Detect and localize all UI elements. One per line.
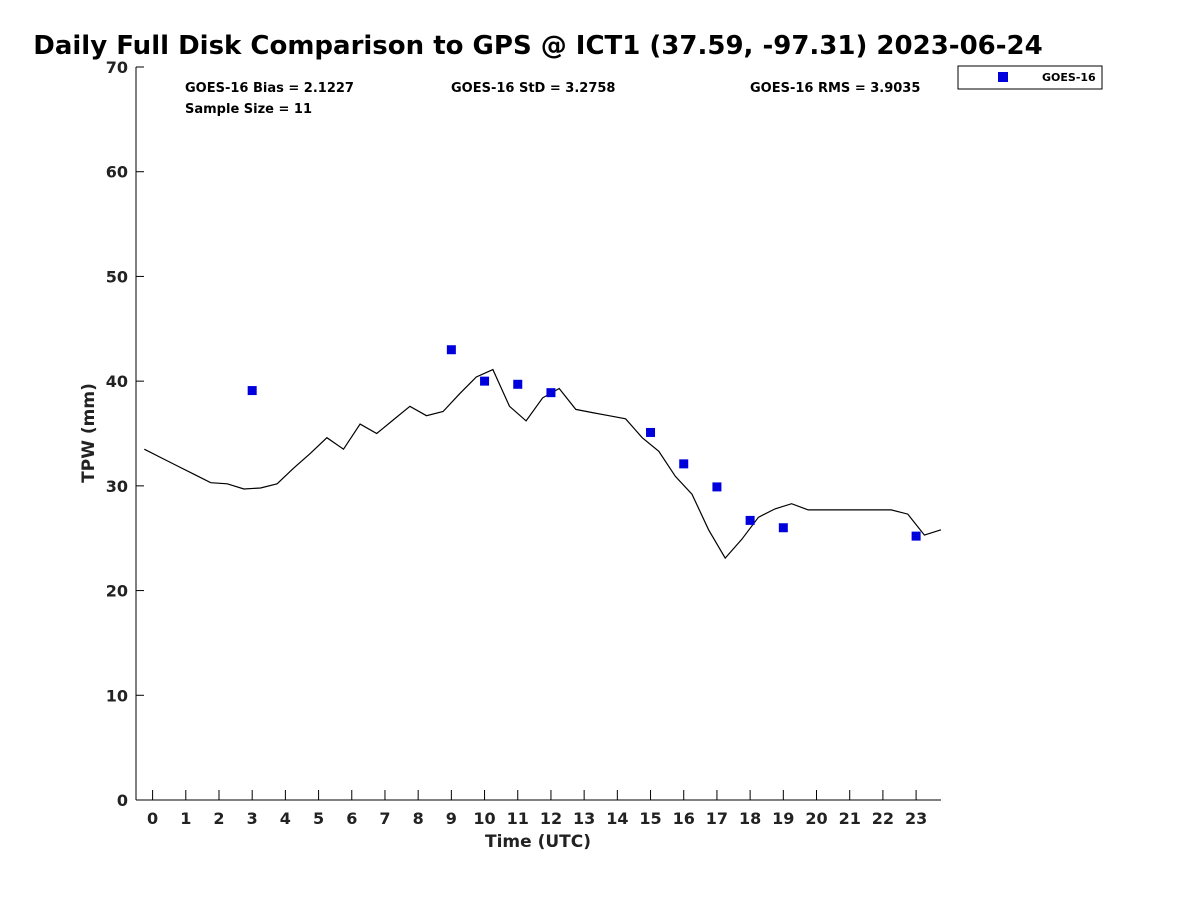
stat-bias: GOES-16 Bias = 2.1227 [185,81,354,96]
x-tick-label: 3 [247,809,258,828]
goes16-point [247,386,257,396]
x-tick-label: 12 [540,809,562,828]
y-tick-label: 20 [106,582,128,601]
stat-sample-size: Sample Size = 11 [185,102,312,117]
y-tick-label: 40 [106,372,128,391]
x-tick-label: 8 [413,809,424,828]
x-tick-label: 10 [473,809,495,828]
x-tick-label: 9 [446,809,457,828]
legend-label: GOES-16 [1042,71,1096,84]
y-axis-label: TPW (mm) [79,383,99,483]
x-tick-label: 2 [213,809,224,828]
x-tick-label: 14 [606,809,628,828]
y-tick-label: 30 [106,477,128,496]
gps-tpw-line [144,368,942,560]
y-tick-label: 60 [106,163,128,182]
x-tick-label: 0 [147,809,158,828]
x-tick-label: 4 [280,809,291,828]
x-tick-label: 20 [805,809,827,828]
goes16-point [646,427,656,437]
legend: GOES-16 [957,65,1103,90]
stat-std: GOES-16 StD = 3.2758 [451,81,615,96]
goes16-point [778,523,788,533]
x-tick-label: 15 [639,809,661,828]
y-tick-label: 50 [106,267,128,286]
x-tick-label: 16 [673,809,695,828]
x-tick-label: 7 [379,809,390,828]
x-tick-label: 19 [772,809,794,828]
x-tick-label: 5 [313,809,324,828]
x-tick-label: 6 [346,809,357,828]
gps-line-layer [144,368,942,560]
y-tick-label: 10 [106,686,128,705]
goes16-point [911,531,921,541]
goes16-points-layer [247,345,921,541]
x-tick-label: 11 [507,809,529,828]
stat-rms: GOES-16 RMS = 3.9035 [750,81,920,96]
goes16-point [513,379,523,389]
goes16-point [712,482,722,492]
x-tick-label: 13 [573,809,595,828]
x-tick-label: 23 [905,809,927,828]
x-tick-label: 1 [180,809,191,828]
y-tick-label: 70 [106,58,128,77]
x-tick-label: 22 [872,809,894,828]
goes16-point [679,459,689,469]
goes16-point [546,388,556,398]
goes16-point [480,376,490,386]
x-tick-label: 18 [739,809,761,828]
x-tick-label: 21 [839,809,861,828]
goes16-point [446,345,456,355]
chart-title: Daily Full Disk Comparison to GPS @ ICT1… [33,31,1042,61]
legend-marker [998,72,1008,82]
goes16-point [745,515,755,525]
x-tick-label: 17 [706,809,728,828]
y-tick-label: 0 [117,791,128,810]
legend-box [957,65,1103,90]
x-axis-label: Time (UTC) [485,832,591,852]
